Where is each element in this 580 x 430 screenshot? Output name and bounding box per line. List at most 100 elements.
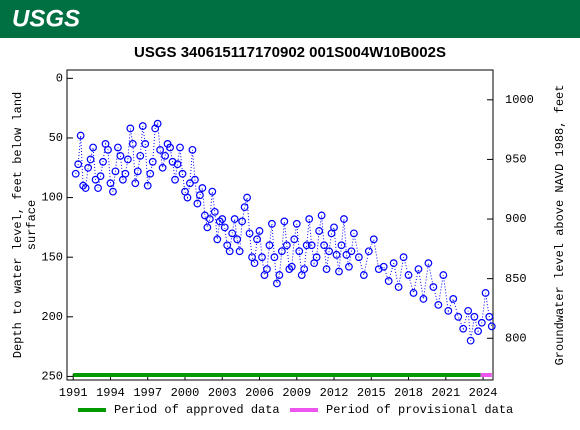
data-point (342, 250, 351, 259)
data-point (282, 241, 291, 250)
data-point (325, 247, 333, 256)
data-point (454, 312, 463, 321)
data-point (205, 215, 214, 223)
data-point (272, 279, 281, 288)
y-tick-label: 100 (41, 191, 63, 205)
period-bar (480, 373, 492, 377)
x-tick-label: 1997 (133, 386, 162, 400)
data-point (349, 229, 358, 238)
data-point (464, 306, 473, 315)
data-point (258, 253, 266, 262)
header-band (0, 0, 580, 38)
data-point (123, 155, 132, 164)
data-point (233, 235, 242, 244)
x-tick-label: 1991 (59, 386, 88, 400)
data-point (379, 262, 388, 271)
data-point (253, 235, 261, 244)
data-point (220, 223, 229, 232)
data-point (330, 223, 338, 232)
y2-tick-label: 950 (505, 153, 527, 167)
x-tick-label: 2006 (245, 386, 274, 400)
plot-frame (66, 69, 494, 381)
data-point (230, 215, 239, 223)
data-point (409, 289, 418, 297)
data-point (384, 277, 393, 285)
data-point (389, 259, 398, 268)
data-point (183, 193, 192, 202)
data-point (136, 151, 145, 160)
data-point (243, 193, 251, 202)
data-point (434, 300, 443, 309)
data-point (399, 253, 408, 262)
data-point (295, 247, 304, 256)
data-point (94, 184, 102, 192)
x-tick-label: 2000 (171, 386, 200, 400)
data-point (171, 175, 179, 184)
x-tick-label: 2015 (357, 386, 386, 400)
data-point (111, 167, 120, 176)
data-point (292, 219, 301, 228)
data-point (153, 119, 162, 128)
data-point (89, 143, 97, 152)
data-point (364, 247, 373, 256)
data-point (81, 184, 90, 192)
data-point (335, 267, 343, 276)
y-tick-label: 200 (41, 310, 63, 324)
chart-title: USGS 340615117170902 001S004W10B002S (134, 44, 446, 61)
data-point (277, 247, 286, 256)
data-point (287, 262, 296, 271)
data-point (300, 265, 309, 274)
data-point (228, 229, 237, 238)
data-point (317, 211, 326, 220)
data-point (322, 265, 331, 274)
data-point (114, 143, 122, 152)
data-point (218, 215, 227, 223)
data-point (466, 336, 475, 345)
data-point (141, 140, 150, 148)
y2-tick-label: 1000 (505, 93, 534, 107)
data-point (290, 235, 299, 244)
data-point (354, 253, 363, 262)
data-point (481, 289, 490, 297)
data-point (345, 262, 353, 271)
data-point (470, 312, 479, 321)
x-tick-label: 2003 (208, 386, 237, 400)
data-point (188, 145, 197, 154)
data-point (275, 271, 284, 279)
y-tick-label: 250 (41, 370, 63, 384)
data-point (176, 143, 184, 152)
data-point (268, 219, 276, 228)
data-point (429, 283, 438, 291)
data-point (96, 172, 105, 181)
y-tick-label: 0 (56, 72, 63, 86)
data-point (71, 169, 80, 178)
data-point (200, 211, 209, 220)
data-point (307, 241, 316, 250)
data-point (121, 169, 130, 178)
data-point (133, 167, 142, 176)
data-point (337, 241, 346, 250)
data-point (148, 157, 157, 166)
data-point (332, 250, 341, 259)
data-point (161, 151, 170, 160)
data-point (359, 271, 368, 279)
data-point (302, 241, 311, 250)
period-bar (73, 373, 481, 377)
data-point (250, 259, 259, 268)
x-tick-label: 1994 (96, 386, 125, 400)
data-point (131, 179, 140, 188)
logo: USGS (12, 5, 80, 32)
data-point (158, 163, 167, 172)
data-point (195, 191, 204, 200)
data-point (315, 227, 324, 235)
y-tick-label: 50 (49, 131, 63, 145)
data-point (474, 327, 482, 336)
data-point (138, 122, 147, 130)
data-point (191, 175, 199, 184)
x-tick-label: 2024 (469, 386, 498, 400)
data-point (394, 283, 403, 291)
data-point (210, 207, 219, 216)
data-point (485, 312, 494, 321)
